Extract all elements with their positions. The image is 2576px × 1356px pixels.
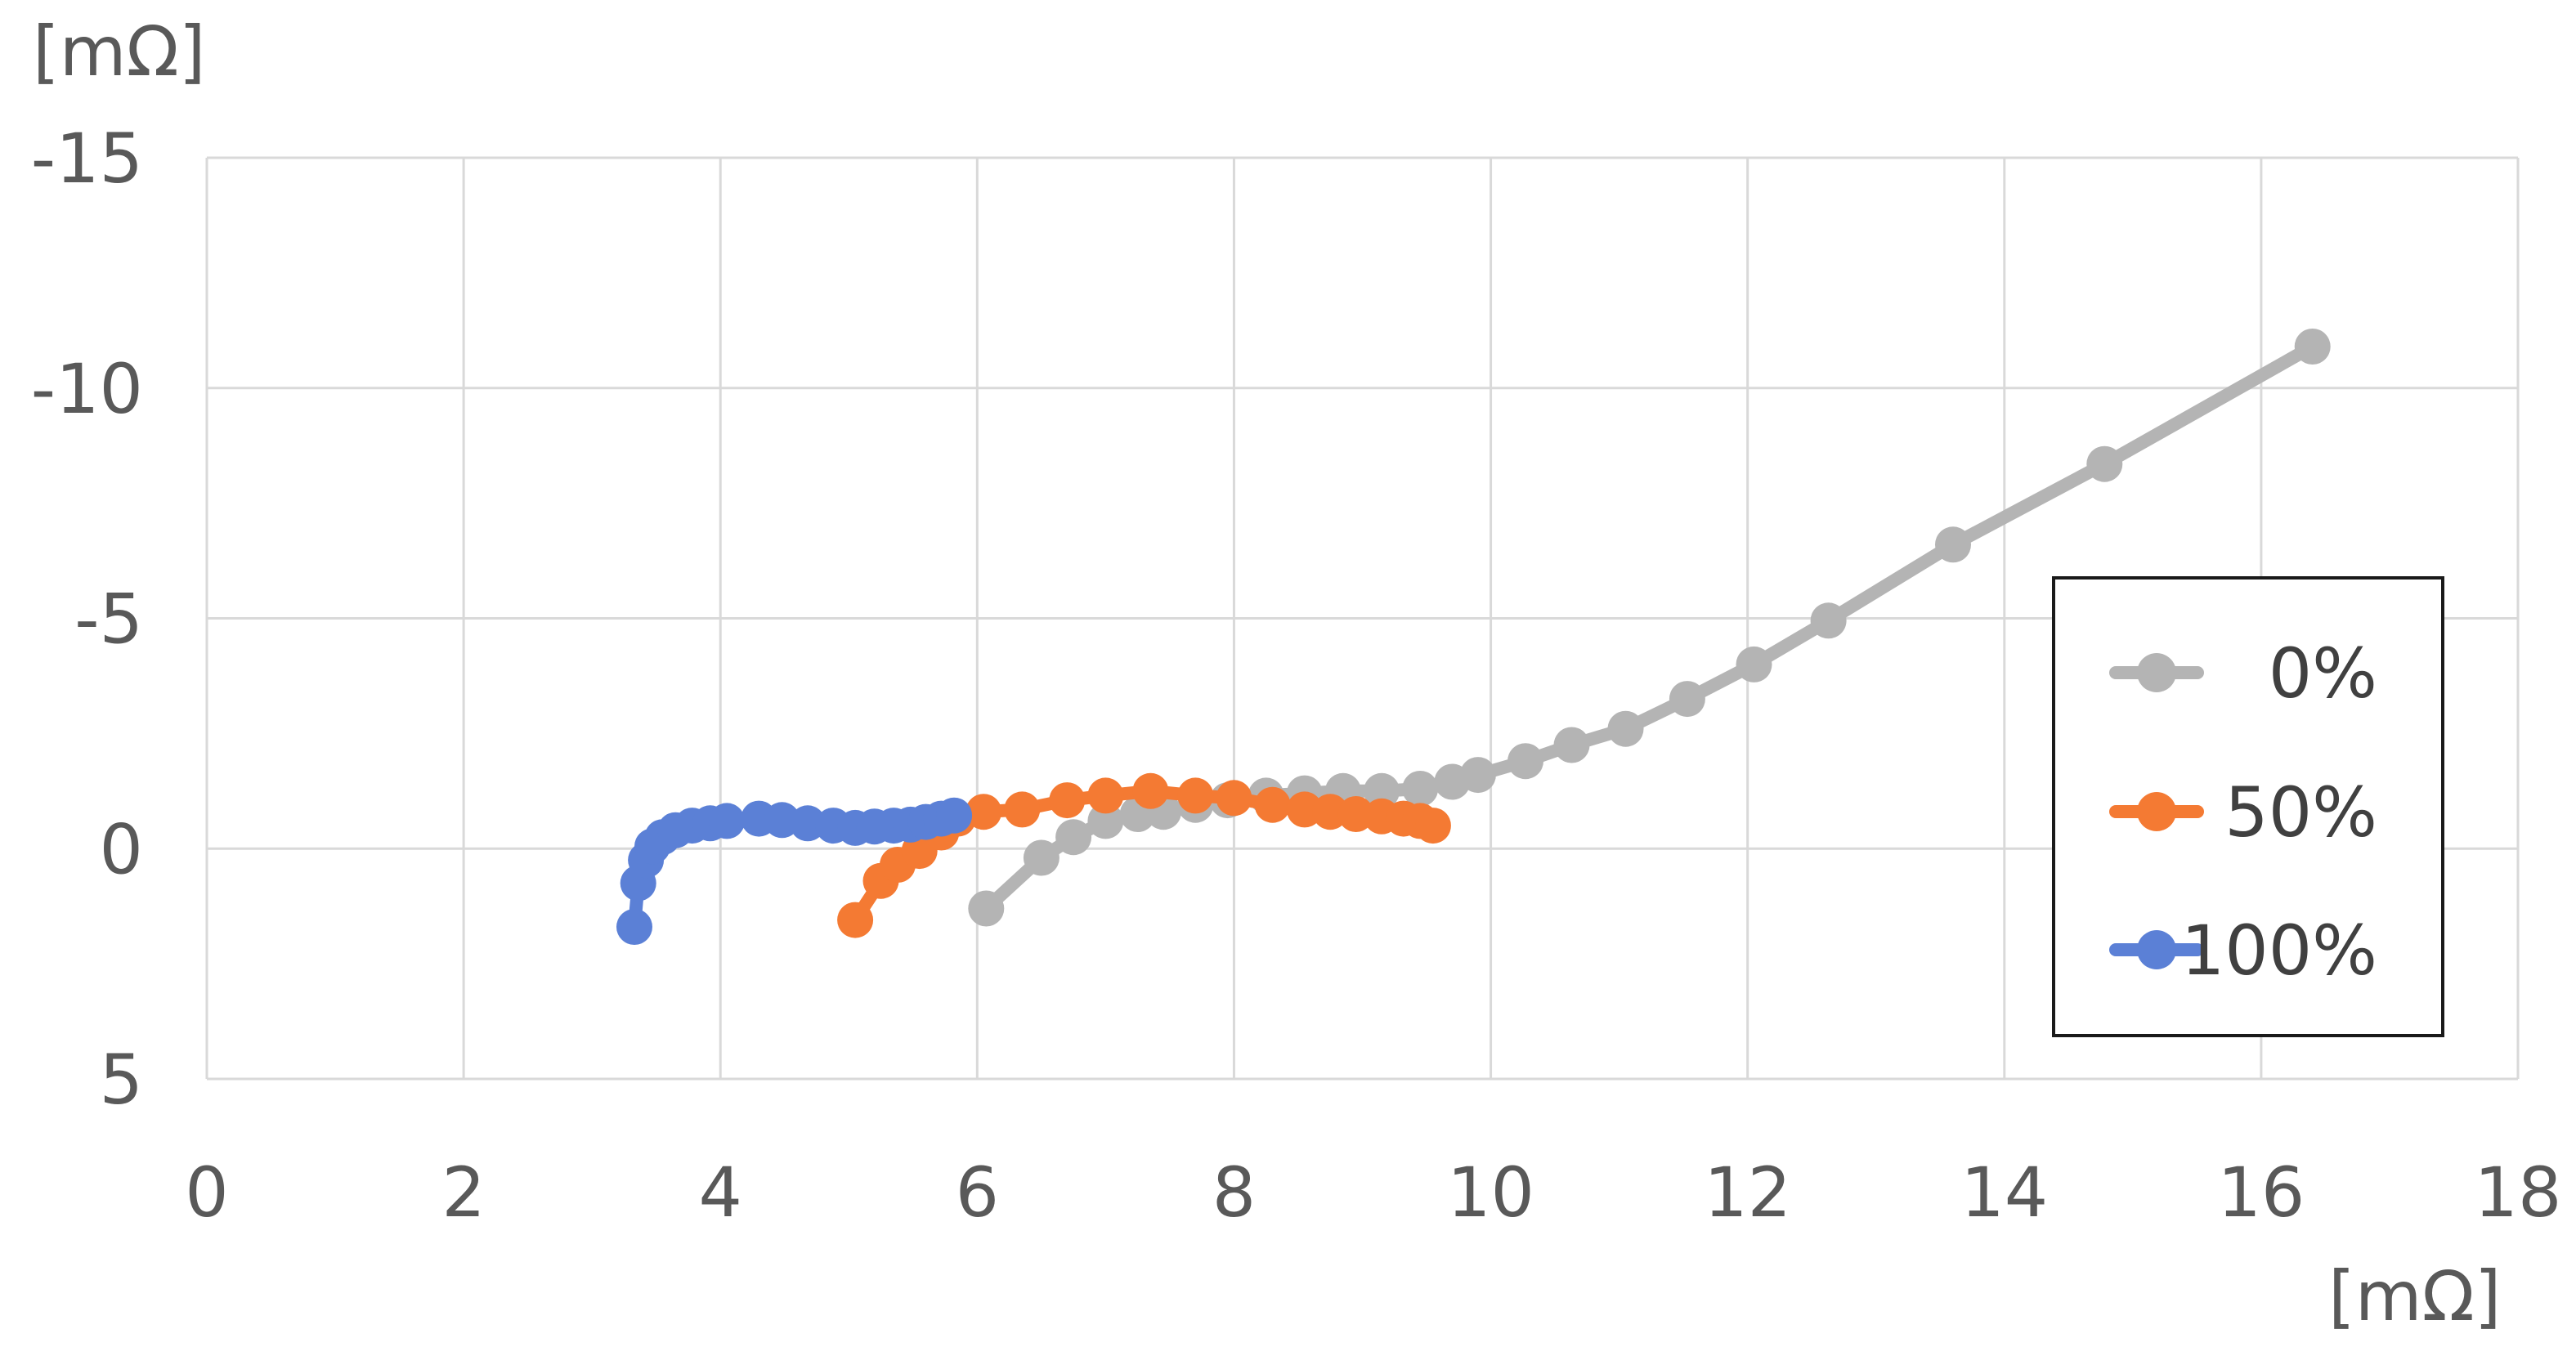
y-tick-label: -5 (74, 580, 143, 660)
data-point (2086, 445, 2123, 482)
x-tick-label: 2 (441, 1152, 485, 1233)
data-point (709, 803, 746, 839)
x-axis-unit-label: [mΩ] (2328, 1256, 2502, 1336)
y-tick-label: 5 (100, 1040, 143, 1120)
x-tick-label: 0 (185, 1152, 228, 1233)
legend-marker (2137, 930, 2176, 969)
data-point (936, 797, 973, 834)
legend-entry: 0% (2109, 633, 2377, 714)
series-2 (616, 797, 973, 945)
legend-label: 0% (2269, 633, 2377, 714)
y-tick-label: -15 (31, 119, 143, 199)
x-tick-label: 18 (2475, 1152, 2562, 1233)
legend-label: 50% (2224, 772, 2377, 853)
data-point (1736, 646, 1772, 682)
y-tick-label: 0 (100, 809, 143, 889)
data-point (968, 890, 1005, 927)
data-point (1337, 796, 1374, 832)
data-point (1023, 839, 1060, 876)
legend-marker (2137, 792, 2176, 831)
data-point (965, 794, 1002, 830)
x-tick-label: 12 (1704, 1152, 1791, 1233)
data-point (1004, 791, 1041, 828)
legend-entry: 50% (2109, 772, 2377, 853)
y-tick-label: -10 (31, 349, 143, 429)
data-point (1607, 710, 1644, 747)
y-axis-unit-label: [mΩ] (33, 11, 206, 92)
x-tick-label: 6 (956, 1152, 999, 1233)
data-point (1364, 772, 1400, 809)
data-point (1132, 772, 1169, 809)
series-1 (837, 772, 1451, 938)
data-point (1087, 777, 1124, 814)
data-point (616, 909, 652, 945)
data-point (1810, 602, 1847, 639)
data-point (1402, 771, 1439, 807)
x-tick-label: 10 (1447, 1152, 1534, 1233)
data-point (1216, 780, 1252, 817)
axis-tick-labels: 0 2 4 6 8 10 12 14 16 18-15-10-505 (31, 119, 2562, 1233)
data-point (2294, 329, 2331, 365)
data-point (1049, 782, 1086, 819)
x-tick-label: 4 (698, 1152, 741, 1233)
data-point (1254, 786, 1291, 823)
series-layer (616, 329, 2331, 945)
legend-entry: 100% (2109, 911, 2377, 991)
data-point (1935, 526, 1971, 563)
x-tick-label: 14 (1960, 1152, 2048, 1233)
data-point (1459, 757, 1496, 794)
x-tick-label: 8 (1212, 1152, 1256, 1233)
data-point (1414, 808, 1451, 844)
x-tick-label: 16 (2217, 1152, 2305, 1233)
data-point (1508, 743, 1543, 780)
legend-label: 100% (2181, 911, 2377, 991)
legend-marker (2137, 653, 2176, 692)
data-point (837, 902, 874, 938)
legend-box (2052, 576, 2444, 1037)
data-point (1669, 681, 1705, 718)
data-point (1087, 803, 1124, 839)
legend: 0% 50% 100% (2052, 576, 2444, 1037)
data-point (1055, 819, 1092, 856)
data-point (1553, 727, 1590, 763)
data-point (1177, 777, 1214, 814)
